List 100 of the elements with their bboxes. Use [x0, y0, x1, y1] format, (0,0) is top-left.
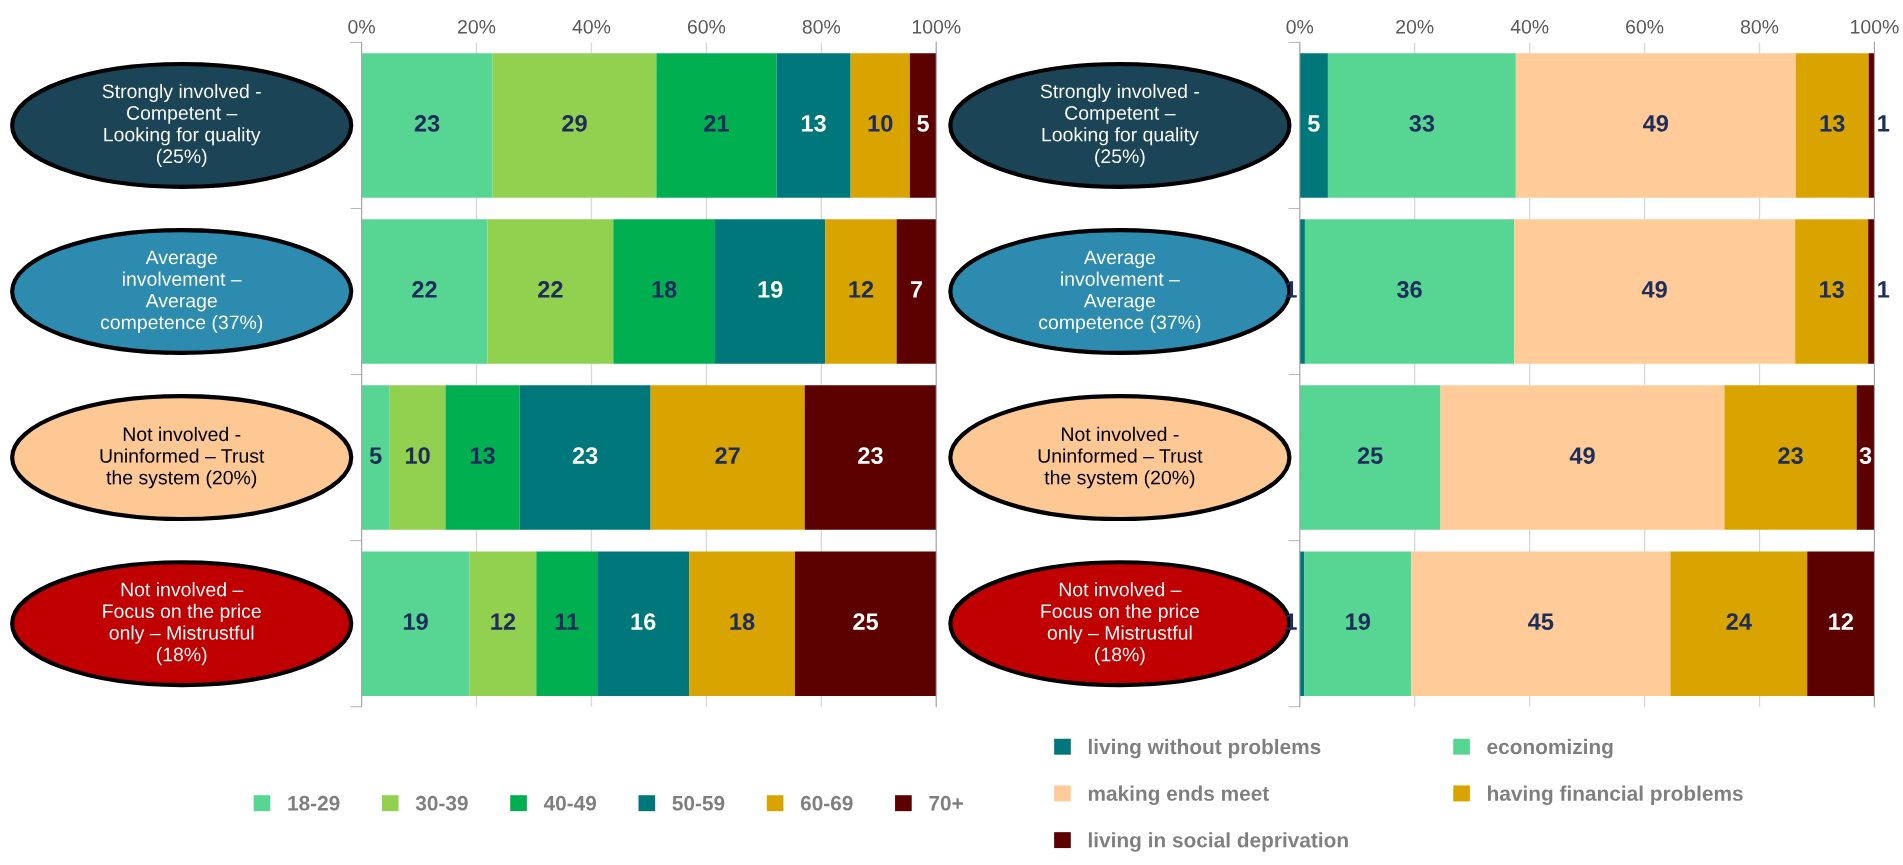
data-label: 5 [917, 115, 929, 132]
bar [361, 219, 488, 364]
x-tick-label: 60% [1626, 19, 1664, 34]
legend-label: living without problems [1088, 738, 1321, 759]
bar [909, 53, 937, 198]
bar [1299, 53, 1328, 198]
data-label: 12 [491, 613, 516, 630]
legend-label: having financial problems [1488, 785, 1743, 806]
data-label: 11 [555, 613, 579, 630]
data-label: 23 [414, 115, 440, 132]
bar [825, 219, 897, 364]
bar [896, 219, 937, 364]
bar [1807, 551, 1875, 696]
bar [689, 551, 795, 696]
data-label: 10 [405, 447, 430, 464]
bar [1515, 53, 1796, 198]
data-label: 49 [1643, 115, 1669, 132]
data-label: 19 [403, 613, 428, 630]
bar [613, 219, 716, 364]
bar [794, 551, 937, 696]
data-label: 13 [801, 115, 826, 132]
x-tick-label: 0% [1286, 19, 1314, 34]
data-label: 16 [631, 613, 656, 630]
bar [715, 219, 826, 364]
data-label: 5 [1307, 115, 1320, 132]
data-label: 10 [868, 115, 893, 132]
data-label: 23 [1778, 447, 1803, 464]
data-label: 13 [1820, 115, 1845, 132]
data-label: 22 [412, 281, 437, 298]
data-label: 22 [538, 281, 563, 298]
y-tick-label: Not involved - Uninformed – Trust the system (20%) [100, 426, 265, 489]
y-tick-label: Not involved – Focus on the price only – Mistrustful (18%) [1041, 582, 1199, 666]
bar [487, 219, 614, 364]
bar [1299, 385, 1441, 530]
bar [361, 551, 470, 696]
bar [361, 53, 493, 198]
y-tick-label: Not involved – Focus on the price only – Mistrustful (18%) [103, 582, 261, 666]
data-label: 36 [1396, 281, 1422, 298]
bar [1514, 219, 1796, 364]
x-tick-label: 80% [802, 19, 841, 34]
data-label: 23 [572, 447, 598, 464]
data-label: 27 [715, 447, 740, 464]
data-label: 23 [858, 447, 883, 464]
data-label: 19 [758, 281, 783, 298]
data-label: 7 [910, 281, 922, 298]
bar [1304, 551, 1412, 696]
data-label: 1 [1285, 281, 1297, 298]
x-tick-label: 40% [1510, 19, 1549, 34]
bar [1868, 219, 1875, 364]
data-label: 24 [1726, 613, 1752, 630]
bar [1724, 385, 1857, 530]
data-label: 25 [853, 613, 879, 630]
data-label: 18 [652, 281, 677, 298]
x-tick-label: 40% [572, 19, 611, 34]
bar [1304, 219, 1515, 364]
bar [1856, 385, 1875, 530]
legend-label: living in social deprivation [1088, 832, 1348, 852]
bar [1795, 53, 1869, 198]
data-label: 21 [704, 115, 729, 132]
legend-label: economizing [1487, 738, 1613, 759]
data-label: 18 [730, 613, 755, 630]
bar [1327, 53, 1516, 198]
x-tick-label: 20% [458, 19, 496, 34]
legend-label: 50-59 [672, 795, 725, 811]
bar [361, 385, 390, 530]
bar [492, 53, 657, 198]
bar [650, 385, 805, 530]
legend-label: 60-69 [800, 795, 853, 811]
x-tick-label: 0% [348, 19, 375, 34]
legend-label: 70+ [929, 795, 963, 811]
data-label: 1 [1878, 115, 1890, 132]
y-tick-label: Strongly involved - Competent – Looking for quality (25%) [1040, 83, 1199, 167]
bar [536, 551, 598, 696]
data-label: 29 [562, 115, 587, 132]
bar [1440, 385, 1725, 530]
bar [597, 551, 690, 696]
x-tick-label: 20% [1396, 19, 1434, 34]
bar [656, 53, 777, 198]
y-tick-label: Not involved - Uninformed – Trust the system (20%) [1038, 426, 1203, 489]
x-tick-label: 80% [1740, 19, 1779, 34]
bar [469, 551, 537, 696]
legend-label: 40-49 [543, 795, 597, 811]
legend-label: making ends meet [1088, 785, 1269, 806]
x-tick-label: 60% [687, 19, 726, 34]
legend-label: 18-29 [288, 795, 340, 811]
data-label: 1 [1285, 613, 1297, 630]
legend-label: 30-39 [415, 795, 468, 811]
bar [519, 385, 651, 530]
bar [1299, 219, 1305, 364]
y-tick-label: Strongly involved - Competent – Looking for quality (25%) [102, 83, 261, 167]
x-tick-label: 100% [1851, 19, 1899, 34]
data-label: 33 [1409, 115, 1435, 132]
bar [776, 53, 851, 198]
data-label: 13 [1820, 281, 1844, 298]
x-tick-label: 100% [912, 19, 961, 34]
y-tick-label: Average involvement – Average competence (37%) [1039, 250, 1201, 334]
bar [1411, 551, 1671, 696]
data-label: 1 [1878, 281, 1890, 298]
data-label: 5 [369, 447, 382, 464]
bar [389, 385, 446, 530]
